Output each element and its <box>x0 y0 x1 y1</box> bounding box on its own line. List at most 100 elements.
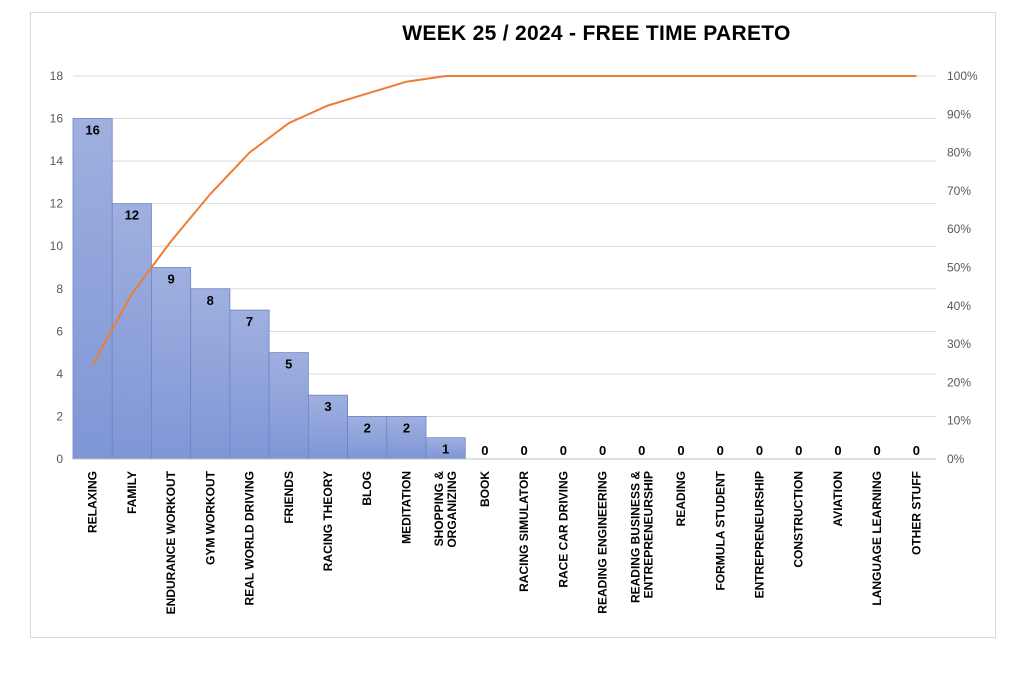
category-label-line: LANGUAGE LEARNING <box>870 471 884 606</box>
category-label: LANGUAGE LEARNING <box>870 471 884 606</box>
category-label: READING ENGINEERING <box>596 471 610 614</box>
data-label: 0 <box>834 443 841 458</box>
category-label-line: FRIENDS <box>282 471 296 524</box>
category-label: RACING THEORY <box>321 471 335 571</box>
bar <box>229 309 270 460</box>
category-label-line: RELAXING <box>86 471 100 533</box>
category-label-line: BLOG <box>360 471 374 506</box>
data-label: 1 <box>442 442 449 457</box>
y2-tick-label: 20% <box>947 375 971 389</box>
cumulative-percent-line <box>91 75 917 366</box>
category-label: READING <box>674 471 688 526</box>
y2-tick-label: 90% <box>947 107 971 121</box>
y2-tick-label: 30% <box>947 337 971 351</box>
y-tick-label: 6 <box>56 324 63 338</box>
category-label: OTHER STUFF <box>909 471 923 555</box>
category-label: FORMULA STUDENT <box>713 470 727 590</box>
category-label: READING BUSINESS & ENTREPRENEURSHIP <box>628 471 655 603</box>
y-tick-label: 2 <box>56 409 63 423</box>
y-tick-label: 12 <box>50 197 64 211</box>
category-label: RACE CAR DRIVING <box>556 471 570 588</box>
y-tick-label: 18 <box>50 69 64 83</box>
bar <box>268 352 309 460</box>
data-labels: 16 12 9 8 7 5 3 2 2 1 0 0 0 0 0 0 0 0 0 0 0 0 <box>85 123 920 458</box>
category-label: CONSTRUCTION <box>792 471 806 568</box>
data-label: 5 <box>285 357 292 372</box>
data-label: 0 <box>874 443 881 458</box>
data-label: 0 <box>756 443 763 458</box>
category-label: MEDITATION <box>399 471 413 544</box>
data-label: 9 <box>167 272 174 287</box>
y2-tick-label: 70% <box>947 184 971 198</box>
y-tick-label: 0 <box>56 452 63 466</box>
data-label: 3 <box>324 399 331 414</box>
data-label: 2 <box>364 420 371 435</box>
bar <box>151 267 192 460</box>
y2-tick-label: 40% <box>947 299 971 313</box>
data-label: 0 <box>560 443 567 458</box>
y-tick-label: 14 <box>50 154 64 168</box>
y-tick-label: 16 <box>50 112 64 126</box>
category-label: ENDURANCE WORKOUT <box>164 470 178 614</box>
category-label-line: CONSTRUCTION <box>792 471 806 568</box>
y2-tick-label: 50% <box>947 261 971 275</box>
category-label-line: REAL WORLD DRIVING <box>243 471 257 605</box>
category-label-line: RACING SIMULATOR <box>517 471 531 592</box>
category-label-line: FAMILY <box>125 471 139 514</box>
bar <box>307 394 348 460</box>
category-label-line: MEDITATION <box>399 471 413 544</box>
y2-tick-label: 10% <box>947 414 971 428</box>
category-label-line: RACING THEORY <box>321 471 335 571</box>
bars <box>72 118 466 460</box>
category-label-line: GYM WORKOUT <box>203 470 217 565</box>
category-label-line: RACE CAR DRIVING <box>556 471 570 588</box>
category-label: REAL WORLD DRIVING <box>243 471 257 605</box>
category-label: AVIATION <box>831 471 845 527</box>
category-label: GYM WORKOUT <box>203 470 217 565</box>
category-label-line: READING ENGINEERING <box>596 471 610 614</box>
category-label: BOOK <box>478 471 492 507</box>
y2-tick-label: 100% <box>947 69 978 83</box>
data-label: 8 <box>207 293 214 308</box>
y2-tick-label: 60% <box>947 222 971 236</box>
category-label: ENTREPRENEURSHIP <box>752 471 766 598</box>
chart-title: WEEK 25 / 2024 - FREE TIME PARETO <box>402 22 791 45</box>
category-label-line: BOOK <box>478 471 492 507</box>
data-label: 16 <box>85 123 99 138</box>
y2-tick-label: 0% <box>947 452 965 466</box>
data-label: 7 <box>246 314 253 329</box>
category-label-line: ENDURANCE WORKOUT <box>164 470 178 614</box>
category-label-line: OTHER STUFF <box>909 471 923 555</box>
category-label: FRIENDS <box>282 471 296 524</box>
axes: 0246810121416180%10%20%30%40%50%60%70%80… <box>50 69 978 614</box>
category-label: SHOPPING & ORGANIZING <box>432 471 459 548</box>
category-label-line: READING <box>674 471 688 526</box>
category-label-line: ORGANIZING <box>445 471 459 548</box>
category-label: RELAXING <box>86 471 100 533</box>
category-label: FAMILY <box>125 471 139 514</box>
data-label: 0 <box>520 443 527 458</box>
category-label-line: SHOPPING & <box>432 471 446 547</box>
data-label: 0 <box>717 443 724 458</box>
category-label-line: FORMULA STUDENT <box>713 470 727 590</box>
data-label: 12 <box>125 208 139 223</box>
data-label: 0 <box>638 443 645 458</box>
y-tick-label: 10 <box>50 239 64 253</box>
data-label: 0 <box>795 443 802 458</box>
bar <box>111 203 152 460</box>
category-label-line: ENTREPRENEURSHIP <box>641 471 655 598</box>
y-tick-label: 8 <box>56 282 63 296</box>
data-label: 2 <box>403 420 410 435</box>
category-label-line: AVIATION <box>831 471 845 527</box>
data-label: 0 <box>599 443 606 458</box>
bar <box>72 118 113 460</box>
y-tick-label: 4 <box>56 367 63 381</box>
category-label-line: ENTREPRENEURSHIP <box>752 471 766 598</box>
data-label: 0 <box>913 443 920 458</box>
category-label: BLOG <box>360 471 374 506</box>
data-label: 0 <box>677 443 684 458</box>
category-label: RACING SIMULATOR <box>517 471 531 592</box>
cumulative-line <box>91 75 917 366</box>
y2-tick-label: 80% <box>947 146 971 160</box>
